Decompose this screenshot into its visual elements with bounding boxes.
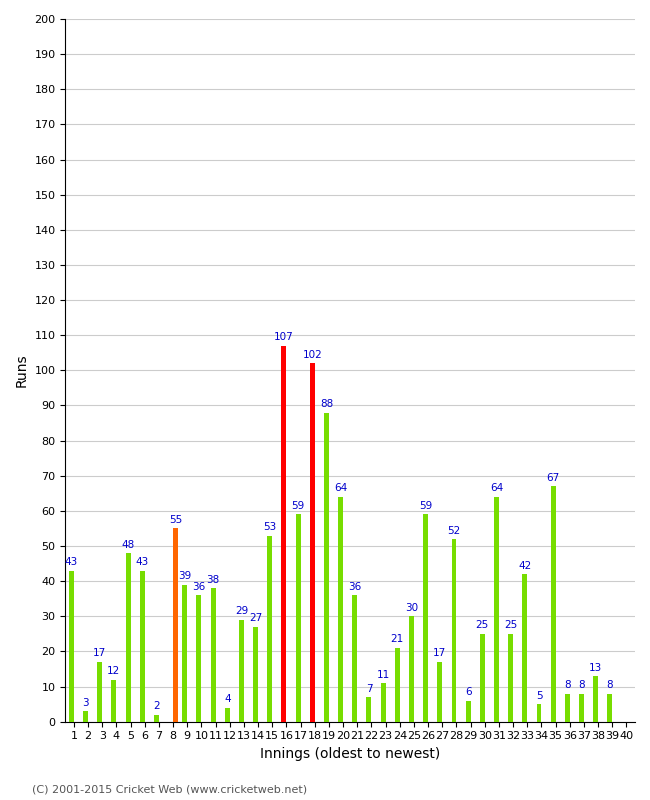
Bar xyxy=(140,570,145,722)
Text: 5: 5 xyxy=(536,690,542,701)
Bar xyxy=(508,634,513,722)
Text: 36: 36 xyxy=(348,582,361,592)
Bar xyxy=(593,676,598,722)
Text: 42: 42 xyxy=(518,561,532,570)
Text: 43: 43 xyxy=(65,557,78,567)
Bar xyxy=(523,574,527,722)
Bar xyxy=(423,514,428,722)
Text: 55: 55 xyxy=(169,515,182,525)
Bar xyxy=(98,662,102,722)
Text: 17: 17 xyxy=(93,649,107,658)
Bar xyxy=(324,413,329,722)
Bar xyxy=(452,539,456,722)
Y-axis label: Runs: Runs xyxy=(15,354,29,387)
Bar xyxy=(239,620,244,722)
Text: 64: 64 xyxy=(334,483,347,494)
Bar xyxy=(267,535,272,722)
Text: 67: 67 xyxy=(547,473,560,482)
Bar xyxy=(111,679,116,722)
Bar xyxy=(296,514,300,722)
Text: 17: 17 xyxy=(433,649,447,658)
Text: 64: 64 xyxy=(490,483,503,494)
Text: 21: 21 xyxy=(391,634,404,645)
X-axis label: Innings (oldest to newest): Innings (oldest to newest) xyxy=(260,747,440,761)
Bar xyxy=(395,648,400,722)
Bar xyxy=(579,694,584,722)
Bar xyxy=(480,634,485,722)
Bar xyxy=(154,714,159,722)
Bar xyxy=(338,497,343,722)
Bar xyxy=(409,616,414,722)
Text: 102: 102 xyxy=(302,350,322,360)
Text: 52: 52 xyxy=(447,526,461,535)
Text: 12: 12 xyxy=(107,666,120,676)
Text: 6: 6 xyxy=(465,687,471,697)
Text: 13: 13 xyxy=(589,662,603,673)
Bar xyxy=(125,553,131,722)
Text: 59: 59 xyxy=(419,501,432,511)
Text: 27: 27 xyxy=(249,614,262,623)
Text: 8: 8 xyxy=(564,680,571,690)
Bar xyxy=(352,595,358,722)
Bar xyxy=(465,701,471,722)
Text: 8: 8 xyxy=(578,680,585,690)
Text: 59: 59 xyxy=(291,501,305,511)
Bar xyxy=(367,697,371,722)
Bar xyxy=(536,704,541,722)
Bar xyxy=(310,363,315,722)
Text: 43: 43 xyxy=(136,557,149,567)
Bar xyxy=(281,346,287,722)
Bar xyxy=(253,627,258,722)
Text: 7: 7 xyxy=(366,684,372,694)
Bar xyxy=(381,683,385,722)
Bar xyxy=(607,694,612,722)
Bar xyxy=(173,529,178,722)
Text: 8: 8 xyxy=(606,680,613,690)
Text: (C) 2001-2015 Cricket Web (www.cricketweb.net): (C) 2001-2015 Cricket Web (www.cricketwe… xyxy=(32,784,307,794)
Text: 29: 29 xyxy=(235,606,248,616)
Text: 53: 53 xyxy=(263,522,276,532)
Text: 25: 25 xyxy=(504,620,517,630)
Bar xyxy=(83,711,88,722)
Text: 38: 38 xyxy=(207,574,220,585)
Text: 88: 88 xyxy=(320,399,333,409)
Bar xyxy=(437,662,442,722)
Bar xyxy=(211,588,216,722)
Text: 107: 107 xyxy=(274,332,294,342)
Bar xyxy=(196,595,202,722)
Text: 30: 30 xyxy=(405,603,418,613)
Text: 36: 36 xyxy=(192,582,205,592)
Text: 25: 25 xyxy=(476,620,489,630)
Bar xyxy=(225,708,229,722)
Bar xyxy=(69,570,74,722)
Bar xyxy=(182,585,187,722)
Text: 2: 2 xyxy=(153,701,160,711)
Text: 3: 3 xyxy=(83,698,89,708)
Bar xyxy=(494,497,499,722)
Text: 11: 11 xyxy=(376,670,390,679)
Text: 48: 48 xyxy=(122,539,135,550)
Bar xyxy=(565,694,570,722)
Text: 39: 39 xyxy=(178,571,191,581)
Text: 4: 4 xyxy=(224,694,231,704)
Bar xyxy=(551,486,556,722)
